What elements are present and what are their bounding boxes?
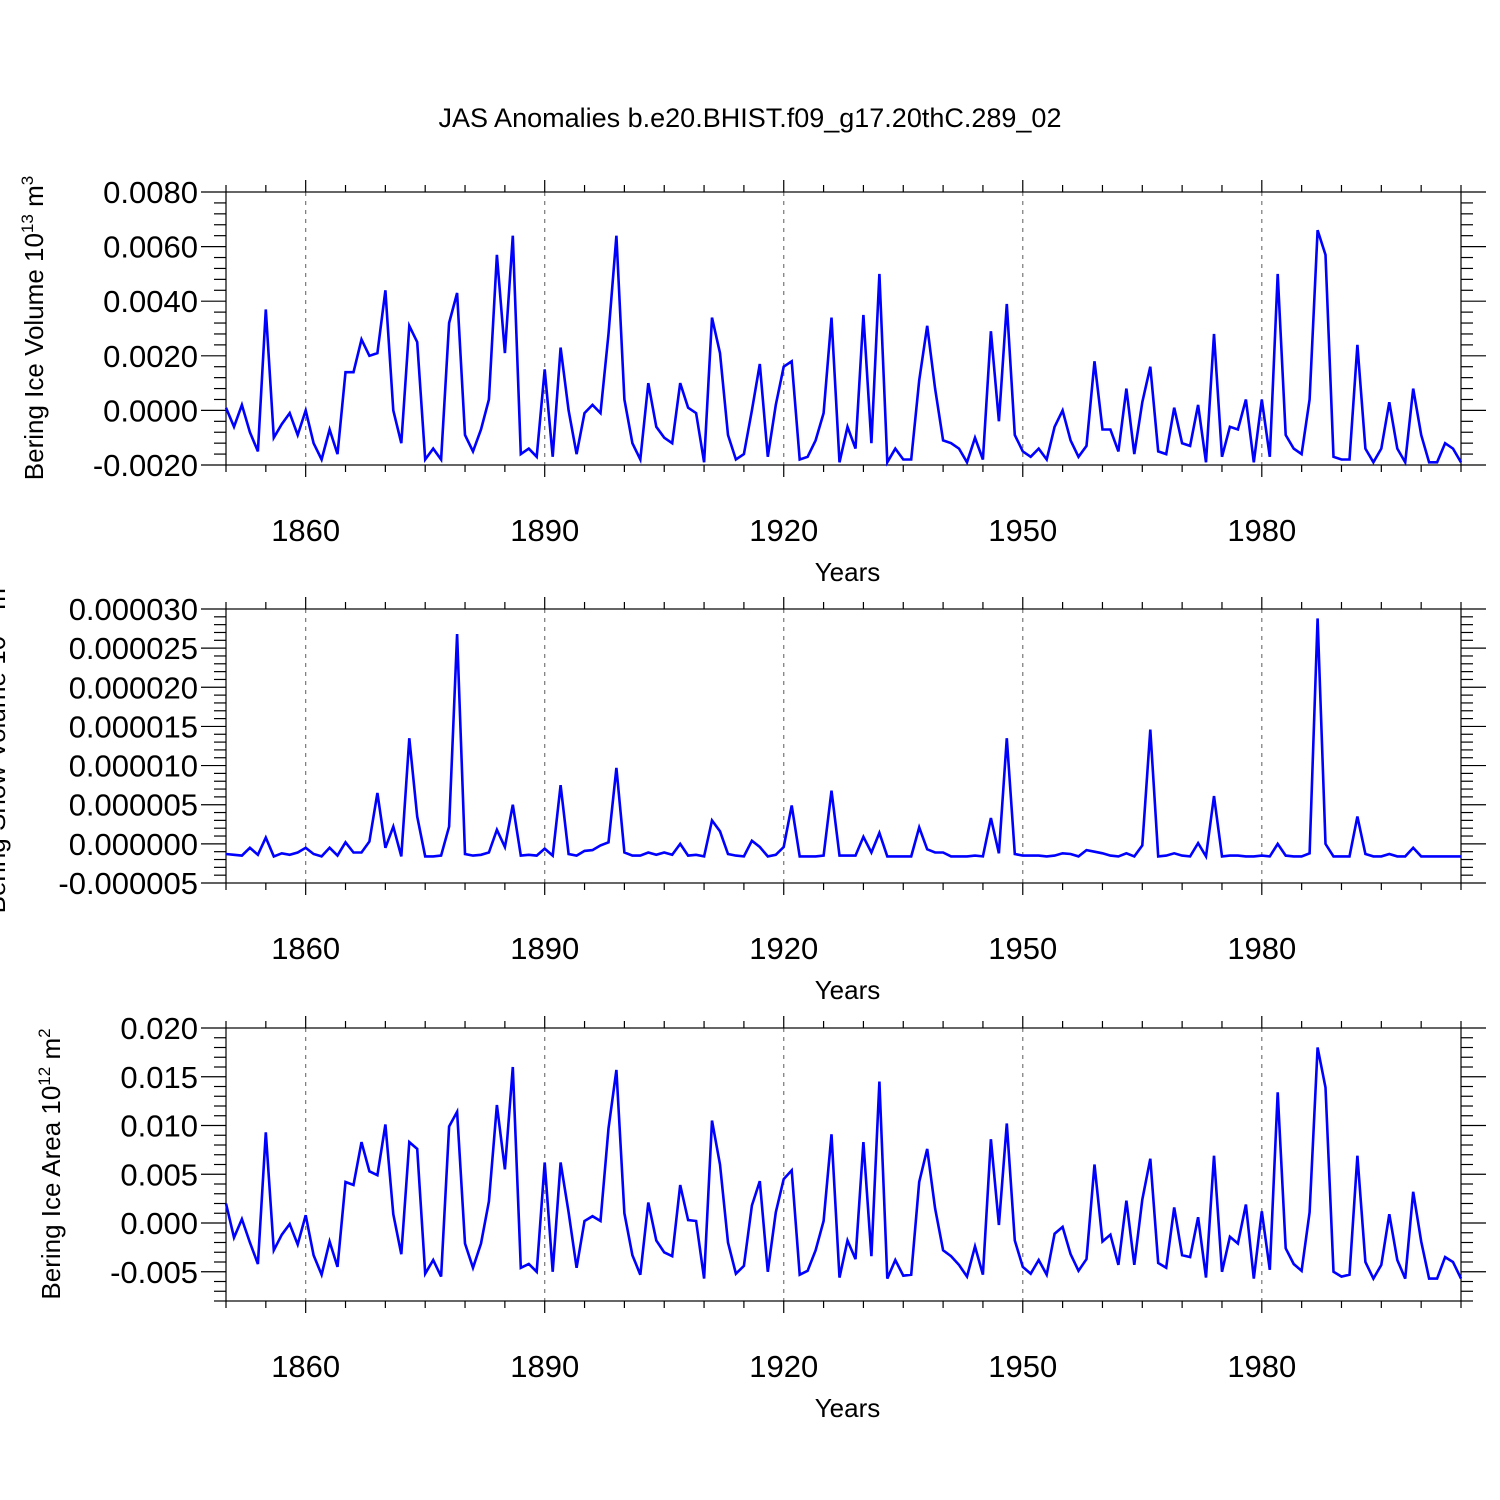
panel-2: -0.000005 0.000000 0.000005 0.000010 0.00001… [0,579,1486,1005]
panel-1: -0.0020 0.0000 0.0020 0.0040 0.0060 0.0080 186… [18,175,1486,587]
x-tick-label: 1950 [988,513,1057,548]
y-tick-label: 0.0080 [103,175,198,210]
y-tick-label: -0.0020 [93,448,198,483]
y-tick-label: 0.005 [120,1157,198,1192]
y-tick-label: 0.000025 [69,631,198,666]
x-tick-label: 1980 [1227,931,1296,966]
plot-frame [225,608,1462,884]
x-tick-label: 1860 [271,513,340,548]
y-tick-label: 0.000015 [69,709,198,744]
x-tick-label: 1980 [1227,1349,1296,1384]
y-tick-label: 0.0040 [103,284,198,319]
y-tick-label: 0.000 [120,1206,198,1241]
y-tick-label: 0.000010 [69,749,198,784]
data-series-line [224,229,1463,467]
y-axis-label: Bering Snow Volume 1013 m3 [0,579,11,914]
chart-title: JAS Anomalies b.e20.BHIST.f09_g17.20thC.… [439,103,1062,133]
x-axis-label: Years [815,975,881,1005]
plot-frame [225,1027,1462,1302]
x-tick-label: 1890 [510,513,579,548]
panel-3: -0.005 0.000 0.005 0.010 0.015 0.020 1860 1890 1… [35,1011,1486,1423]
y-tick-label: 0.010 [120,1109,198,1144]
y-tick-label: 0.015 [120,1060,198,1095]
y-tick-label: 0.0060 [103,230,198,265]
x-tick-label: 1920 [749,931,818,966]
y-tick-label: 0.020 [120,1011,198,1046]
x-tick-label: 1950 [988,931,1057,966]
x-tick-label: 1860 [271,1349,340,1384]
y-axis-label: Bering Ice Area 1012 m2 [35,1028,66,1299]
data-series-line [224,1047,1463,1282]
x-tick-label: 1920 [749,513,818,548]
y-tick-label: 0.000030 [69,592,198,627]
plot-frame [225,191,1462,466]
x-tick-label: 1950 [988,1349,1057,1384]
chart-panels: -0.0020 0.0000 0.0020 0.0040 0.0060 0.0080 186… [0,175,1486,1423]
y-tick-label: -0.000005 [58,866,198,901]
x-tick-label: 1890 [510,1349,579,1384]
data-series-line [225,618,1461,861]
y-tick-label: 0.000020 [69,670,198,705]
x-tick-label: 1980 [1227,513,1296,548]
x-axis-label: Years [815,557,881,587]
x-tick-label: 1860 [271,931,340,966]
x-axis-label: Years [815,1393,881,1423]
y-tick-label: 0.000005 [69,788,198,823]
y-tick-label: -0.005 [110,1255,198,1290]
y-tick-label: 0.000000 [69,827,198,862]
x-tick-label: 1920 [749,1349,818,1384]
y-axis-label: Bering Ice Volume 1013 m3 [18,176,49,480]
y-tick-label: 0.0020 [103,339,198,374]
y-tick-label: 0.0000 [103,393,198,428]
x-tick-label: 1890 [510,931,579,966]
